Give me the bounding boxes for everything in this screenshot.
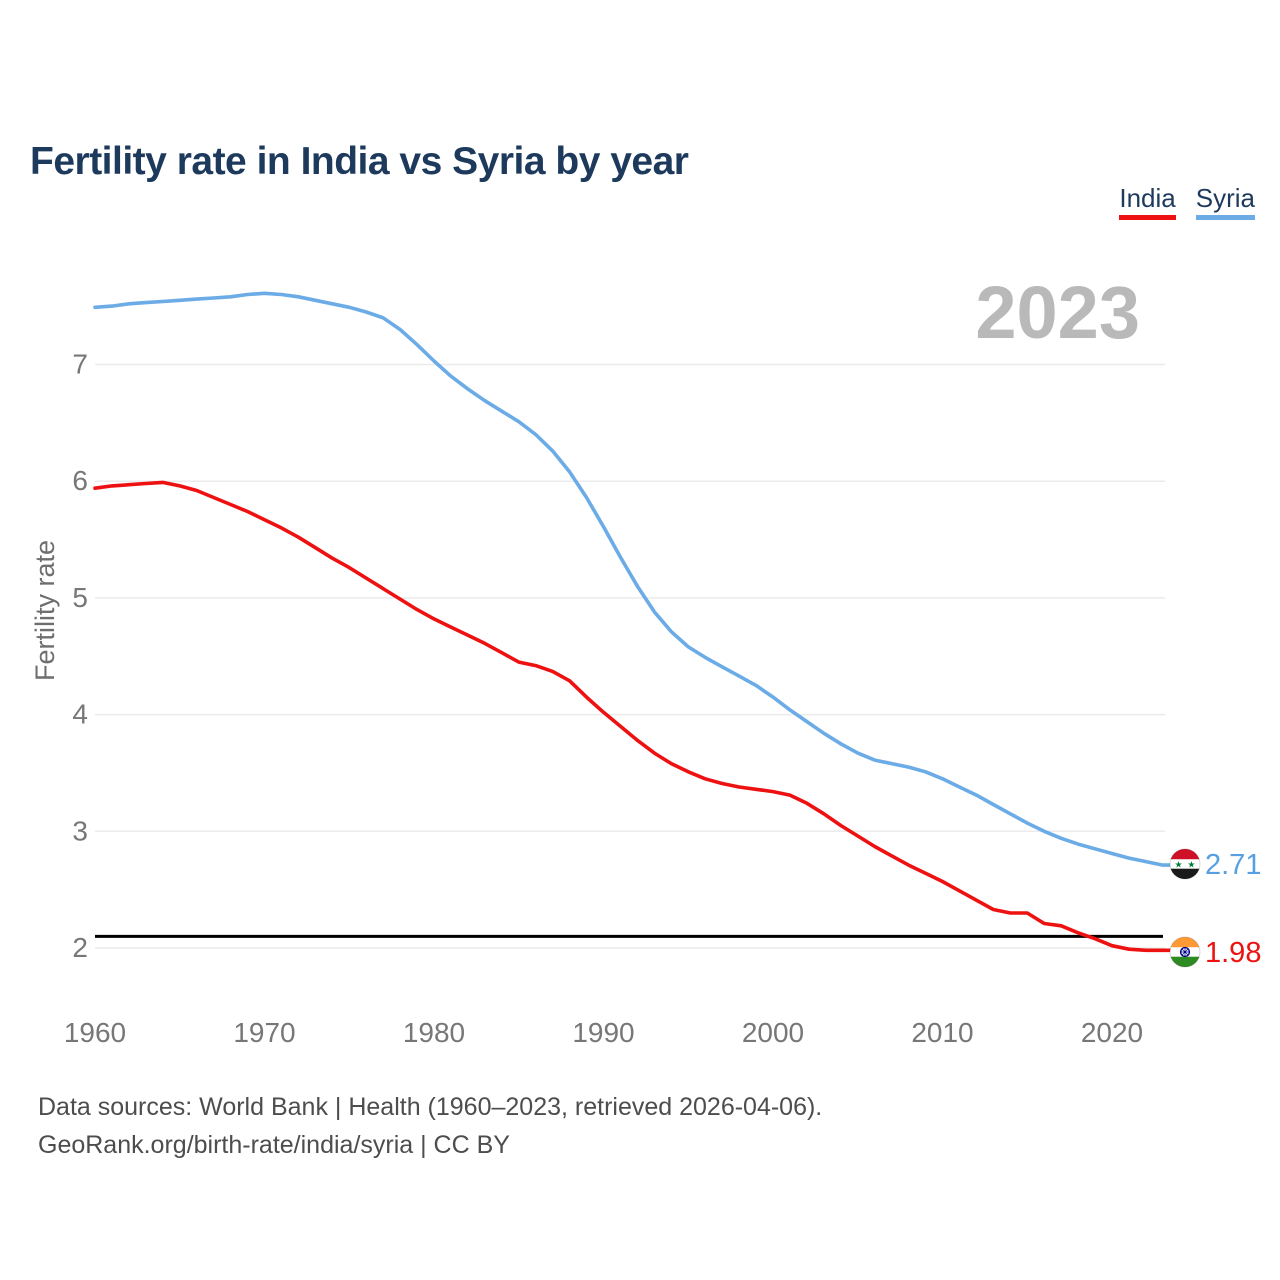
data-series-lines [93, 291, 1172, 953]
y-tick-label: 5 [72, 582, 88, 613]
y-tick-label: 4 [72, 699, 88, 730]
y-tick-label: 3 [72, 815, 88, 846]
legend: India Syria [1119, 184, 1255, 220]
svg-text:★: ★ [1175, 860, 1183, 870]
x-tick-label: 1980 [403, 1017, 465, 1048]
syria-line [93, 291, 1172, 867]
svg-text:★: ★ [1187, 860, 1195, 870]
footer-attribution-line: GeoRank.org/birth-rate/india/syria | CC … [38, 1131, 510, 1159]
footer-sources-line: Data sources: World Bank | Health (1960–… [38, 1093, 823, 1121]
y-tick-labels: 2 3 4 5 6 7 [72, 349, 88, 964]
x-tick-label: 2010 [911, 1017, 973, 1048]
y-tick-label: 2 [72, 932, 88, 963]
x-tick-label: 1990 [572, 1017, 634, 1048]
x-tick-label: 1960 [64, 1017, 126, 1048]
india-line [93, 480, 1172, 953]
page-title: Fertility rate in India vs Syria by year [30, 140, 689, 184]
y-tick-label: 7 [72, 349, 88, 380]
gridlines [95, 363, 1165, 949]
year-watermark: 2023 [975, 271, 1140, 354]
india-end-value: 1.98 [1205, 937, 1262, 969]
syria-end-value: 2.71 [1205, 849, 1262, 881]
x-tick-labels: 1960 1970 1980 1990 2000 2010 2020 [64, 1017, 1143, 1048]
y-tick-label: 6 [72, 465, 88, 496]
x-tick-label: 1970 [233, 1017, 295, 1048]
chart-footer: Data sources: World Bank | Health (1960–… [38, 1088, 822, 1164]
syria-flag-icon: ★ ★ [1169, 848, 1201, 880]
x-tick-label: 2000 [742, 1017, 804, 1048]
x-tick-label: 2020 [1081, 1017, 1143, 1048]
legend-item-india[interactable]: India [1119, 184, 1176, 220]
india-flag-icon [1169, 936, 1201, 968]
legend-item-syria[interactable]: Syria [1195, 184, 1255, 220]
